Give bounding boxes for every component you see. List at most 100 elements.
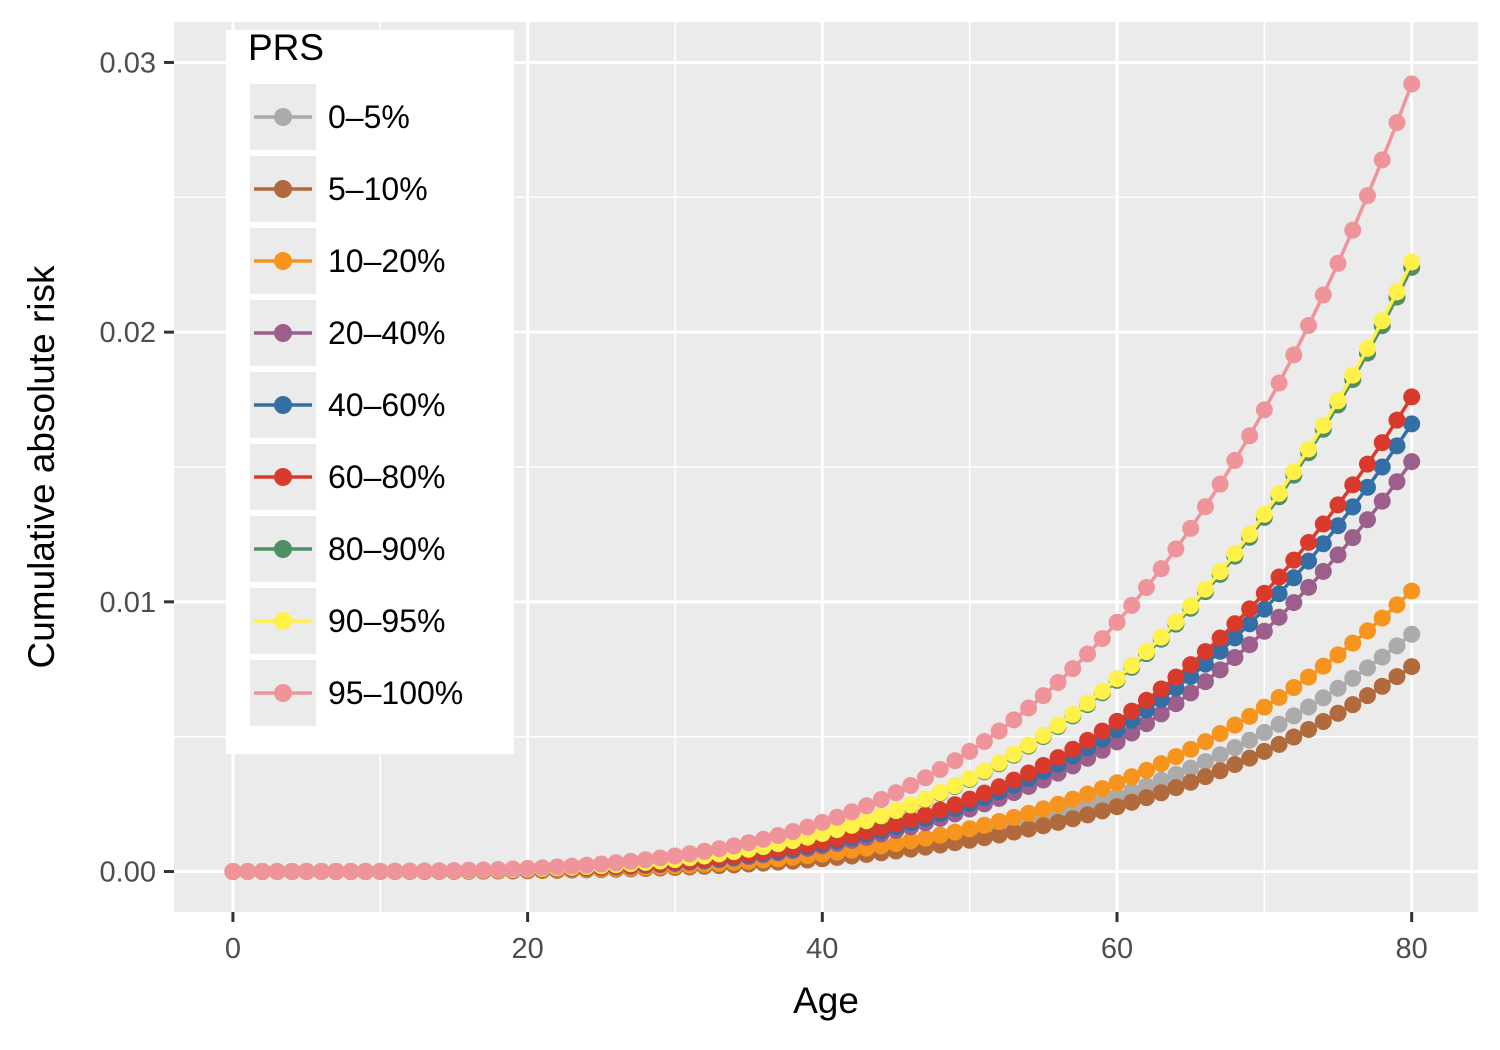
data-point — [1167, 613, 1185, 631]
data-point — [592, 855, 610, 873]
data-point — [637, 851, 654, 869]
data-point — [916, 829, 934, 847]
data-point — [931, 784, 949, 802]
data-point — [1034, 800, 1052, 818]
legend-key-marker — [274, 684, 292, 702]
data-point — [1211, 629, 1229, 647]
legend-label: 20–40% — [328, 315, 445, 351]
legend-label: 10–20% — [328, 243, 445, 279]
x-tick-label: 60 — [1101, 933, 1133, 965]
data-point — [1241, 636, 1259, 654]
data-point — [1152, 705, 1170, 723]
data-point — [990, 778, 1008, 796]
data-point — [1137, 777, 1155, 795]
data-point — [1167, 748, 1185, 766]
data-point — [386, 862, 404, 880]
data-point — [1314, 657, 1332, 675]
data-point — [1108, 733, 1126, 751]
data-point — [1049, 716, 1067, 734]
data-point — [1211, 762, 1229, 780]
data-point — [1329, 254, 1347, 272]
series-layer — [224, 75, 1421, 881]
data-point — [990, 812, 1008, 830]
data-point — [445, 862, 463, 880]
data-point — [1358, 478, 1376, 496]
data-point — [1020, 699, 1038, 717]
data-point — [975, 762, 993, 780]
data-point — [1373, 151, 1391, 169]
data-point — [1226, 649, 1244, 667]
data-point — [1329, 392, 1347, 410]
x-axis-title: Age — [793, 980, 859, 1021]
data-point — [1358, 339, 1376, 357]
data-point — [961, 790, 979, 808]
data-point — [1255, 622, 1273, 640]
data-point — [1314, 689, 1332, 707]
data-point — [1152, 784, 1170, 802]
data-point — [1211, 746, 1229, 764]
data-point — [1034, 687, 1052, 705]
data-point — [1005, 711, 1023, 729]
data-point — [1344, 476, 1362, 494]
legend-key-marker — [274, 252, 292, 270]
legend-label: 40–60% — [328, 387, 445, 423]
data-point — [931, 801, 949, 819]
data-point — [1241, 427, 1259, 445]
data-point — [902, 832, 920, 850]
legend-item: 10–20% — [250, 228, 445, 294]
data-point — [695, 842, 713, 860]
data-point — [1329, 517, 1347, 535]
data-point — [1344, 696, 1362, 714]
data-point — [519, 859, 537, 877]
data-point — [1403, 453, 1421, 471]
data-point — [430, 862, 448, 880]
data-point — [1211, 725, 1229, 743]
series-8 — [224, 75, 1421, 881]
data-point — [1211, 563, 1229, 581]
legend-item: 40–60% — [250, 372, 445, 438]
data-point — [415, 862, 433, 880]
data-point — [1300, 668, 1318, 686]
data-point — [342, 862, 360, 880]
data-point — [1255, 505, 1273, 523]
data-point — [1064, 660, 1082, 678]
data-point — [990, 826, 1008, 844]
data-point — [1079, 694, 1097, 712]
data-point — [990, 722, 1008, 740]
data-point — [1005, 809, 1023, 827]
data-point — [1403, 75, 1421, 93]
data-point — [902, 776, 920, 794]
data-point — [563, 857, 581, 875]
data-point — [1226, 716, 1244, 734]
data-point — [1329, 679, 1347, 697]
data-point — [1182, 597, 1200, 615]
data-point — [1373, 648, 1391, 666]
data-point — [1034, 726, 1052, 744]
data-point — [1137, 691, 1155, 709]
data-point — [1270, 374, 1288, 392]
y-axis-title: Cumulative absolute risk — [21, 265, 62, 669]
data-point — [1270, 585, 1288, 603]
data-point — [1344, 221, 1362, 239]
data-point — [283, 863, 301, 881]
data-point — [858, 812, 876, 830]
data-point — [1300, 552, 1318, 570]
data-point — [828, 808, 846, 826]
data-point — [1255, 584, 1273, 602]
legend-label: 90–95% — [328, 603, 445, 639]
data-point — [887, 784, 905, 802]
data-point — [1152, 755, 1170, 773]
data-point — [1049, 673, 1067, 691]
data-point — [1226, 739, 1244, 757]
data-point — [1020, 736, 1038, 754]
data-point — [1123, 724, 1141, 742]
data-point — [1196, 733, 1214, 751]
y-tick-label: 0.00 — [100, 857, 156, 889]
data-point — [799, 818, 817, 836]
data-point — [1270, 735, 1288, 753]
data-point — [754, 830, 772, 848]
data-point — [1255, 723, 1273, 741]
data-point — [710, 840, 728, 858]
data-point — [1182, 759, 1200, 777]
